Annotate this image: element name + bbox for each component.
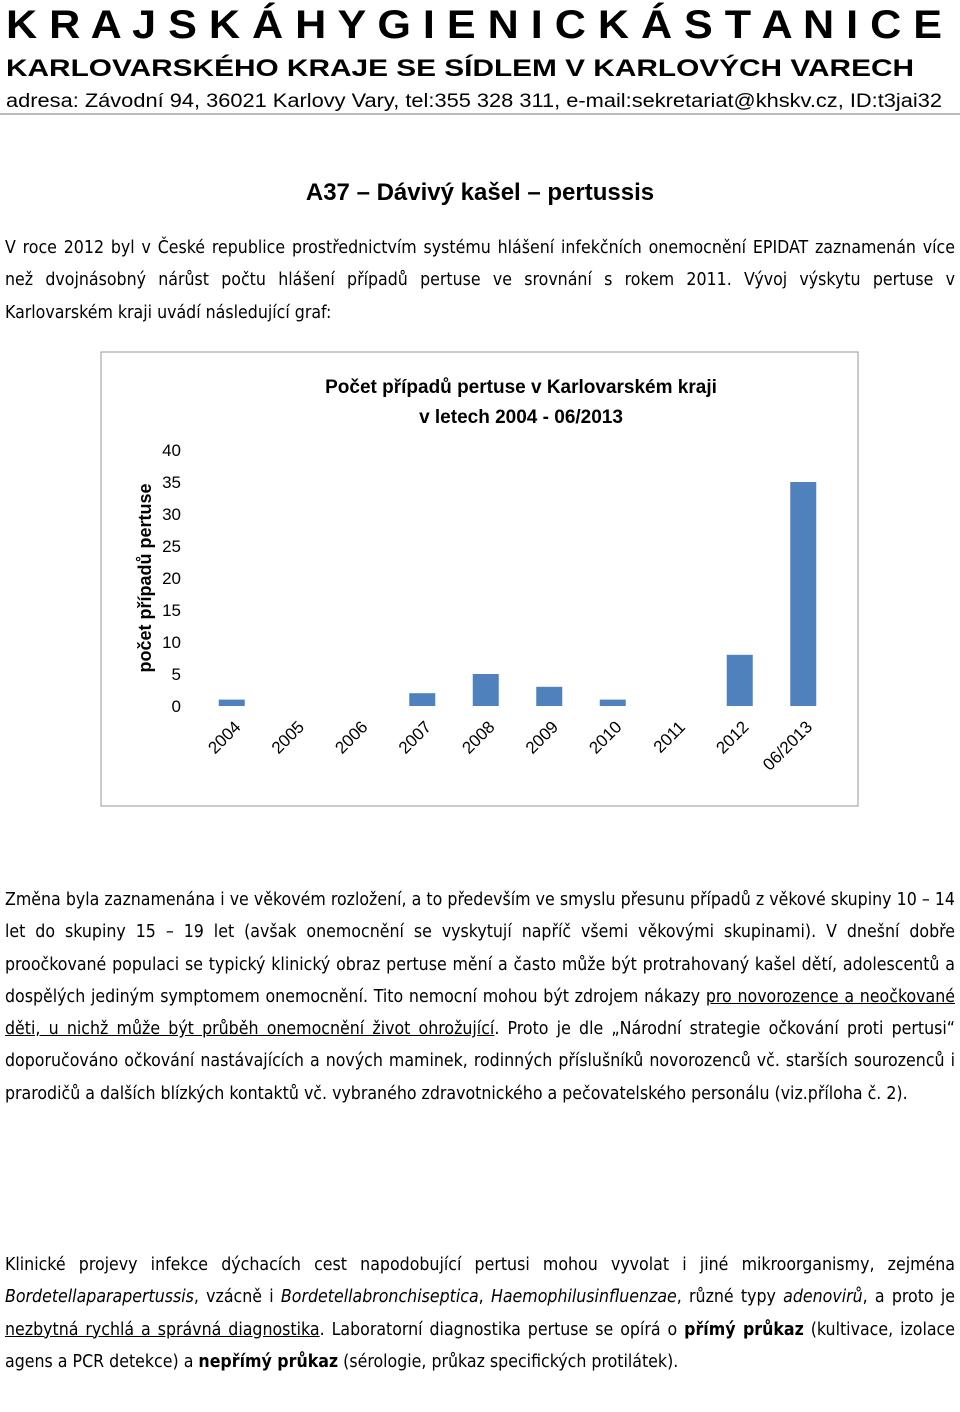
y-tick-label: 0 — [172, 697, 181, 716]
bar — [472, 674, 499, 706]
bar — [790, 482, 817, 706]
chart-title: v letech 2004 - 06/2013 — [419, 407, 623, 428]
text: , a proto je — [862, 1287, 955, 1308]
text-italic: Bordetellabronchiseptica — [280, 1287, 479, 1308]
text: (sérologie, průkaz specifických protilát… — [338, 1351, 679, 1372]
bar — [536, 686, 563, 706]
text: , — [478, 1287, 491, 1308]
text: . Laboratorní diagnostika pertuse se opí… — [319, 1319, 685, 1340]
y-tick-label: 30 — [162, 505, 181, 524]
header-title: K R A J S K Á H Y G I E N I C K Á S T A … — [6, 2, 942, 47]
text: (kultivace, izolace agens a PCR detekce)… — [5, 1319, 955, 1372]
chart-title: Počet případů pertuse v Karlovarském kra… — [325, 377, 717, 398]
y-tick-label: 5 — [172, 665, 181, 684]
text: Klinické projevy infekce dýchacích cest … — [5, 1255, 955, 1275]
y-axis-label: počet případů pertuse — [135, 483, 155, 672]
header-address: adresa: Závodní 94, 36021 Karlovy Vary, … — [6, 91, 942, 112]
y-tick-label: 35 — [162, 473, 181, 492]
bar — [218, 699, 245, 706]
y-tick-label: 40 — [162, 441, 181, 460]
header: K R A J S K Á H Y G I E N I C K Á S T A … — [0, 2, 960, 206]
text-underlined: nezbytná rychlá a správná diagnostika — [5, 1319, 320, 1340]
intro: V roce 2012 byl v České republice prostř… — [5, 238, 955, 323]
paragraph: Změna byla zaznamenána i ve věkovém rozl… — [5, 884, 955, 1110]
bar — [599, 699, 626, 706]
paragraph: Klinické projevy infekce dýchacích cest … — [5, 1249, 955, 1378]
text-underlined: pro novorozence a neočkované děti, u nic… — [5, 986, 956, 1040]
text-bold: nepřímý průkaz — [198, 1351, 339, 1372]
header-subtitle: KARLOVARSKÉHO KRAJE SE SÍDLEM V KARLOVÝC… — [6, 54, 914, 82]
chart-frame — [100, 351, 859, 807]
text-bold: přímý průkaz — [684, 1319, 804, 1340]
y-tick-label: 25 — [162, 537, 181, 556]
text-italic: Haemophilusinfluenzae — [490, 1287, 677, 1308]
y-tick-label: 15 — [162, 601, 181, 620]
y-tick-label: 20 — [162, 569, 181, 588]
bar — [409, 693, 436, 706]
text: , vzácně i — [193, 1287, 281, 1308]
y-tick-label: 10 — [162, 633, 181, 652]
text: Změna byla zaznamenána i ve věkovém rozl… — [5, 890, 955, 1007]
text-italic: Bordetellaparapertussis — [5, 1287, 194, 1308]
bar — [726, 654, 753, 706]
text-italic: adenovirů — [783, 1287, 863, 1308]
heading: A37 – Dávivý kašel – pertussis — [306, 179, 654, 206]
chart: Počet případů pertuse v Karlovarském kra… — [100, 351, 859, 807]
text: . Proto je dle „Národní strategie očková… — [5, 1019, 955, 1104]
text: , různé typy — [676, 1287, 784, 1308]
